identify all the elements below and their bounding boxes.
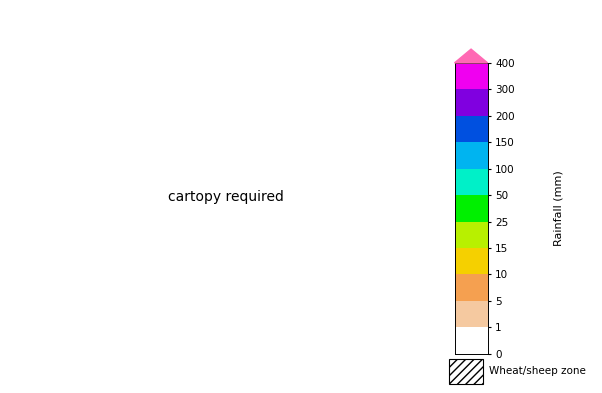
Text: Wheat/sheep zone: Wheat/sheep zone	[489, 366, 586, 376]
Bar	[455, 116, 488, 142]
Text: cartopy required: cartopy required	[168, 189, 284, 204]
Bar	[455, 327, 488, 354]
Bar	[455, 195, 488, 222]
Bar	[455, 274, 488, 301]
Bar	[448, 359, 483, 384]
Bar	[455, 89, 488, 116]
Y-axis label: Rainfall (mm): Rainfall (mm)	[554, 171, 564, 246]
Bar	[455, 222, 488, 248]
Bar	[455, 63, 488, 89]
Bar	[455, 301, 488, 327]
Bar	[455, 169, 488, 195]
Bar	[455, 142, 488, 169]
Bar	[455, 248, 488, 274]
